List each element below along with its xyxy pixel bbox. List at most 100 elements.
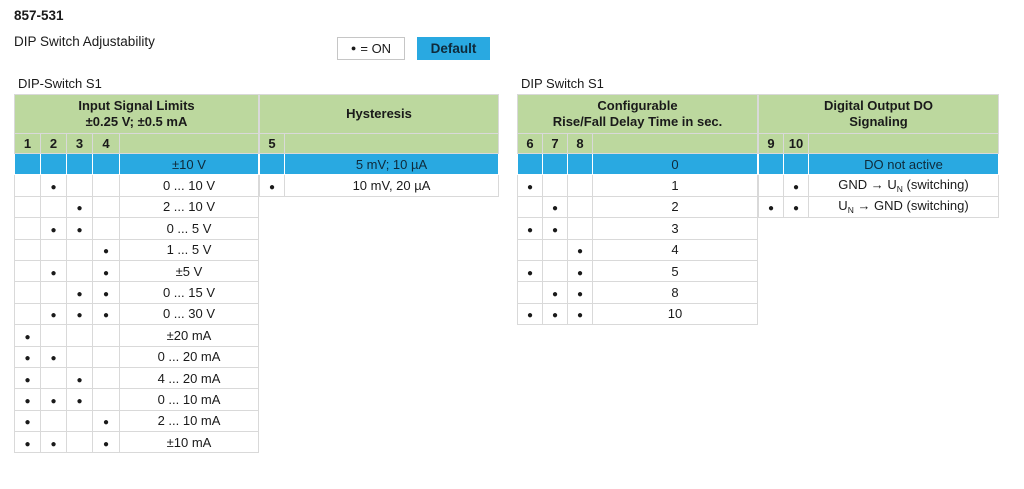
dip-dot-cell: [92, 174, 120, 197]
on-dot-icon: ●: [551, 310, 559, 322]
value-cell: 1 ... 5 V: [119, 238, 259, 261]
table-title: DIP Switch S1: [521, 76, 604, 91]
dip-table-section: Hysteresis 5 5 mV; 10 µA ● 10 mV, 20 µA: [259, 94, 499, 197]
dip-dot-cell: ●: [66, 195, 93, 219]
dip-table-section: Digital Output DO Signaling 9 10 DO not acti…: [758, 94, 999, 219]
on-dot-icon: ●: [50, 353, 57, 365]
dip-dot-cell: ●: [92, 409, 120, 433]
table-row: ● 2 ... 10 V: [14, 195, 259, 219]
dip-dot-cell: ●: [40, 217, 67, 240]
dip-dot-cell: ●: [542, 281, 568, 304]
dip-dot-cell: [66, 174, 93, 197]
table-row: ● ● ● ±10 mA: [14, 431, 259, 454]
dip-dot-cell: ●: [14, 345, 41, 368]
value-cell: 0 ... 10 V: [119, 174, 259, 197]
table-row: ● ● 8: [517, 281, 758, 304]
on-dot-icon: ●: [50, 438, 57, 450]
value-cell: 0 ... 5 V: [119, 217, 259, 240]
on-dot-icon: ●: [551, 224, 559, 236]
on-dot-icon: ●: [102, 417, 110, 429]
dip-dot-cell: ●: [92, 302, 120, 326]
on-dot-icon: ●: [76, 289, 83, 301]
table-row: ● 1: [517, 174, 758, 197]
dip-dot-cell: ●: [92, 259, 120, 283]
table-row: ● ● 5: [517, 259, 758, 283]
dip-dot-cell: [40, 152, 67, 176]
section-header: Input Signal Limits ±0.25 V; ±0.5 mA: [14, 94, 259, 134]
dip-dot-cell: [14, 259, 41, 283]
dip-dot-cell: ●: [40, 259, 67, 283]
dip-dot-cell: ●: [542, 217, 568, 240]
table-sections: Input Signal Limits ±0.25 V; ±0.5 mA 1 2 3 4 ±…: [14, 94, 499, 454]
on-dot-icon: ●: [102, 310, 110, 322]
dip-dot-cell: [14, 152, 41, 176]
dip-table-section: Configurable Rise/Fall Delay Time in sec.…: [517, 94, 758, 326]
dip-dot-cell: [567, 152, 593, 176]
value-cell: 4 ... 20 mA: [119, 366, 259, 390]
dip-dot-cell: ●: [92, 431, 120, 454]
value-cell: 2 ... 10 V: [119, 195, 259, 219]
dip-dot-cell: ●: [783, 174, 809, 197]
on-dot-icon: ●: [526, 182, 534, 194]
value-cell: 5 mV; 10 µA: [284, 152, 499, 176]
dip-dot-cell: ●: [567, 281, 593, 304]
on-dot-icon: ●: [526, 267, 534, 279]
table-row: ● 2: [517, 195, 758, 219]
table-row: ● ● UN → GND (switching): [758, 195, 999, 219]
on-dot-icon: ●: [76, 374, 83, 386]
table-row: ● ● 0 ... 15 V: [14, 281, 259, 304]
dip-dot-cell: ●: [567, 238, 593, 261]
page-subtitle: DIP Switch Adjustability: [14, 34, 155, 49]
dip-dot-cell: [542, 174, 568, 197]
dip-dot-cell: [542, 259, 568, 283]
on-dot-icon: ●: [350, 43, 357, 53]
on-dot-icon: ●: [551, 203, 559, 215]
table-row: ● GND → UN (switching): [758, 174, 999, 197]
page-title: 857-531: [14, 8, 64, 23]
dip-dot-cell: ●: [40, 431, 67, 454]
on-dot-icon: ●: [50, 267, 57, 279]
switch-number-header: 2: [40, 133, 67, 154]
on-dot-icon: ●: [50, 182, 57, 194]
dip-dot-cell: ●: [40, 174, 67, 197]
switch-number-header: 7: [542, 133, 568, 154]
section-header: Configurable Rise/Fall Delay Time in sec.: [517, 94, 758, 134]
dip-dot-cell: [66, 324, 93, 347]
on-dot-icon: ●: [767, 203, 775, 215]
dip-dot-cell: ●: [542, 302, 568, 326]
table-row: 5 mV; 10 µA: [259, 152, 499, 176]
dip-dot-cell: [40, 238, 67, 261]
dip-dot-cell: [517, 195, 543, 219]
dip-dot-cell: [40, 324, 67, 347]
dip-dot-cell: [542, 238, 568, 261]
table-row: ● ● ±5 V: [14, 259, 259, 283]
dip-dot-cell: [92, 195, 120, 219]
dip-table-section: Input Signal Limits ±0.25 V; ±0.5 mA 1 2 3 4 ±…: [14, 94, 259, 454]
dip-dot-cell: ●: [40, 345, 67, 368]
dip-dot-cell: ●: [92, 281, 120, 304]
dip-dot-cell: ●: [517, 217, 543, 240]
on-dot-icon: ●: [576, 289, 584, 301]
dip-dot-cell: ●: [567, 259, 593, 283]
dip-dot-cell: [92, 217, 120, 240]
table-row: ±10 V: [14, 152, 259, 176]
value-cell: 0 ... 20 mA: [119, 345, 259, 368]
dip-dot-cell: [567, 174, 593, 197]
dip-dot-cell: ●: [40, 388, 67, 411]
on-dot-icon: ●: [792, 203, 800, 215]
table-row: ● ±20 mA: [14, 324, 259, 347]
table-row: ● 10 mV, 20 µA: [259, 174, 499, 197]
table-sections: Configurable Rise/Fall Delay Time in sec.…: [517, 94, 999, 326]
value-cell: 2: [592, 195, 758, 219]
dip-dot-cell: [758, 152, 784, 176]
on-dot-icon: ●: [24, 417, 31, 429]
legend-on-box: ● = ON: [337, 37, 405, 60]
dip-dot-cell: [14, 281, 41, 304]
dip-dot-cell: [66, 152, 93, 176]
table-row: ● ● 0 ... 20 mA: [14, 345, 259, 368]
dip-dot-cell: ●: [14, 324, 41, 347]
dip-dot-cell: [92, 366, 120, 390]
table-row: ● ● ● 0 ... 10 mA: [14, 388, 259, 411]
table-row: ● ● 2 ... 10 mA: [14, 409, 259, 433]
on-dot-icon: ●: [50, 395, 57, 407]
